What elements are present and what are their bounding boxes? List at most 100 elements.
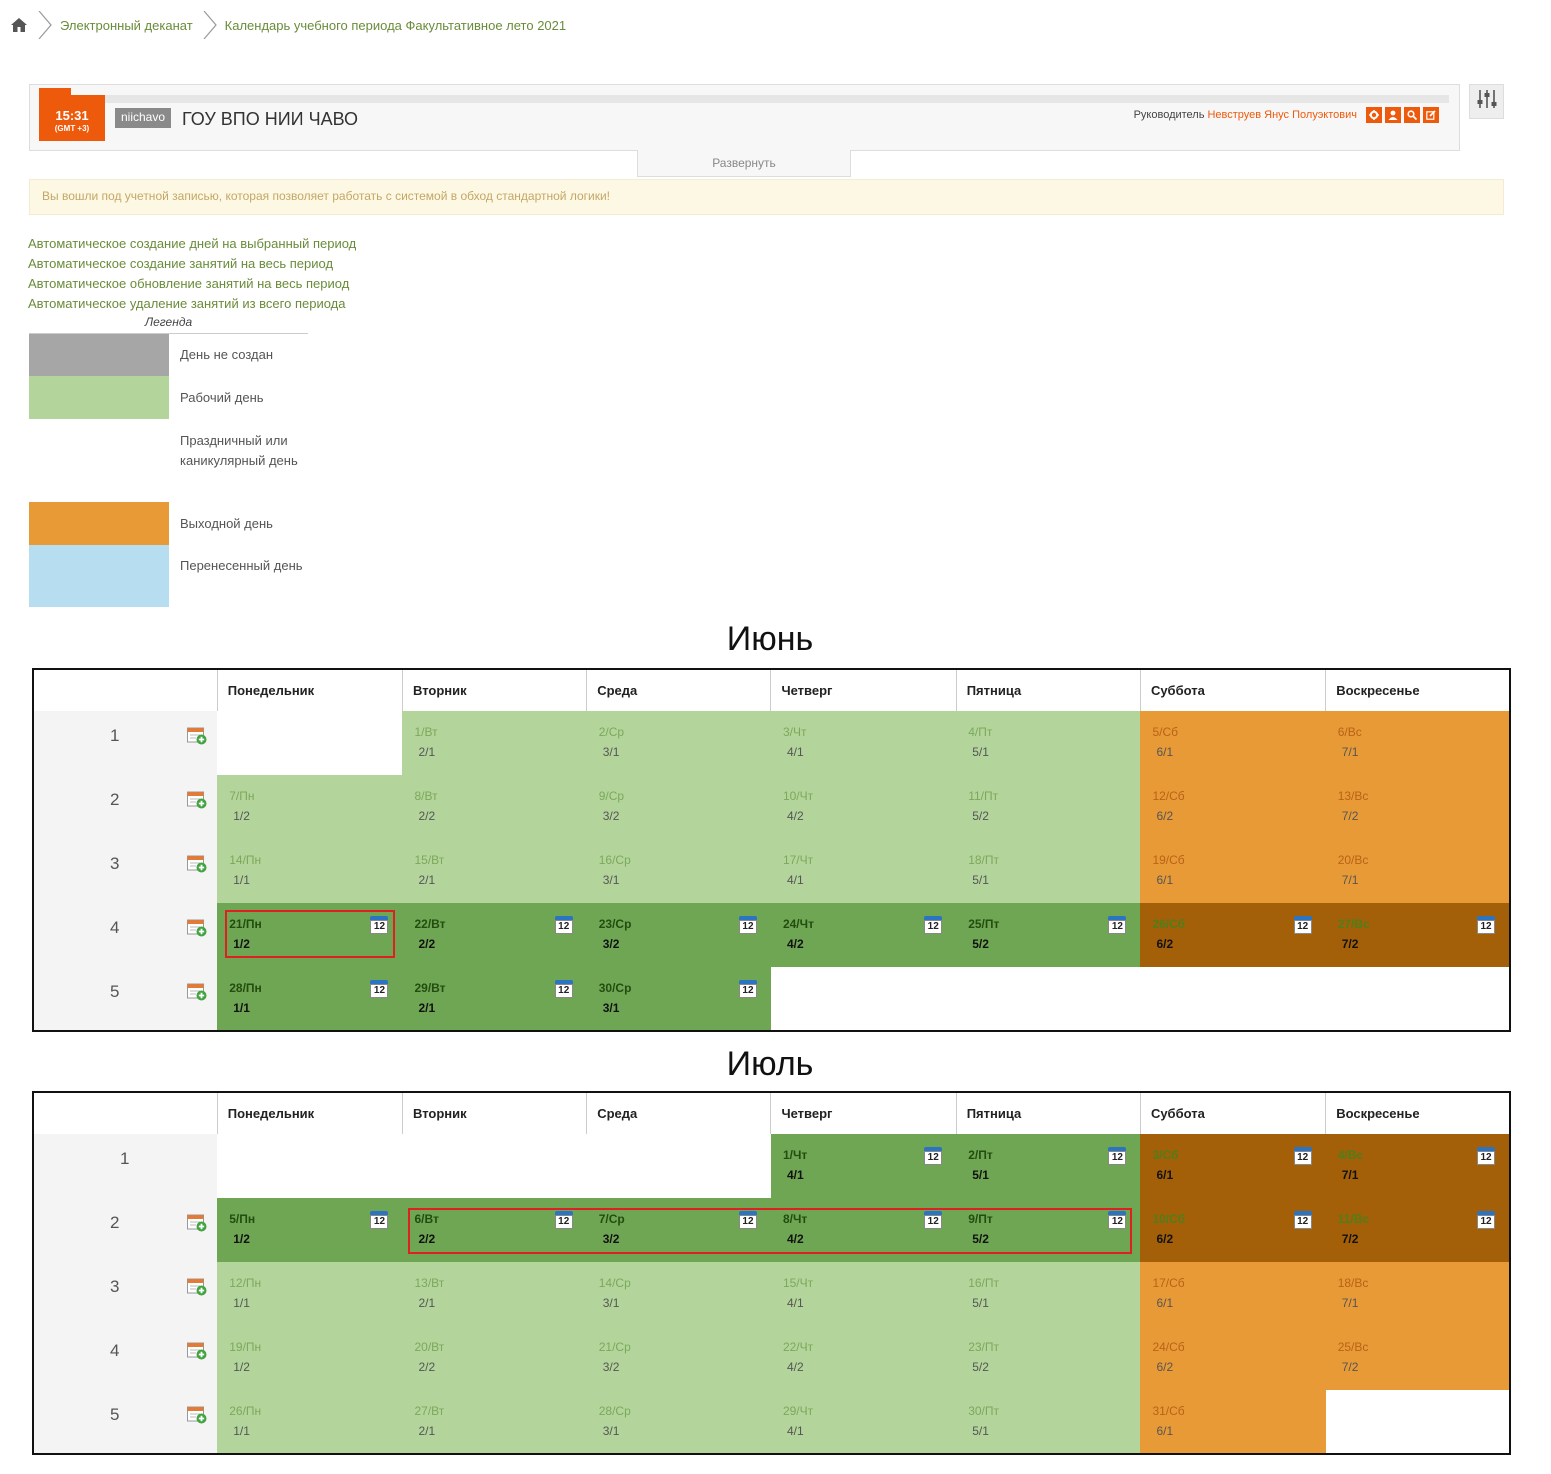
day-cell[interactable]: 11/Вс 7/2 12: [1325, 1198, 1510, 1262]
day-cell[interactable]: 9/Пт 5/2 12: [956, 1198, 1141, 1262]
day-cell[interactable]: 22/Чт 4/2: [770, 1326, 957, 1390]
day-cell[interactable]: 17/Чт 4/1: [770, 839, 957, 903]
calendar-add-icon[interactable]: [187, 1278, 207, 1296]
day-cell[interactable]: 23/Ср 3/2 12: [586, 903, 771, 967]
day-cell[interactable]: 20/Вт 2/2: [402, 1326, 587, 1390]
day-cell[interactable]: 24/Чт 4/2 12: [770, 903, 957, 967]
search-icon[interactable]: [1404, 107, 1420, 123]
home-icon[interactable]: [10, 16, 28, 34]
calendar-icon[interactable]: 12: [554, 916, 573, 934]
calendar-add-icon[interactable]: [187, 1214, 207, 1232]
day-cell[interactable]: 19/Пн 1/2: [217, 1326, 403, 1390]
calendar-add-icon[interactable]: [187, 855, 207, 873]
calendar-icon[interactable]: 12: [1108, 1147, 1127, 1165]
calendar-icon[interactable]: 12: [554, 1211, 573, 1229]
day-cell[interactable]: 15/Вт 2/1: [402, 839, 587, 903]
day-cell[interactable]: 18/Вс 7/1: [1325, 1262, 1510, 1326]
day-cell[interactable]: 26/Сб 6/2 12: [1140, 903, 1326, 967]
link-auto-create-lessons[interactable]: Автоматическое создание занятий на весь …: [28, 256, 334, 271]
breadcrumb-link-calendar[interactable]: Календарь учебного периода Факультативно…: [224, 17, 567, 33]
day-cell[interactable]: 20/Вс 7/1: [1325, 839, 1510, 903]
day-cell[interactable]: 11/Пт 5/2: [956, 775, 1141, 839]
day-cell[interactable]: 7/Пн 1/2: [217, 775, 403, 839]
day-cell[interactable]: 6/Вт 2/2 12: [402, 1198, 587, 1262]
day-cell[interactable]: 7/Ср 3/2 12: [586, 1198, 771, 1262]
day-cell[interactable]: 30/Ср 3/1 12: [586, 967, 771, 1031]
calendar-add-icon[interactable]: [187, 1406, 207, 1424]
day-cell[interactable]: 5/Сб 6/1: [1140, 711, 1326, 775]
calendar-icon[interactable]: 12: [1477, 916, 1495, 934]
day-cell[interactable]: 8/Вт 2/2: [402, 775, 587, 839]
calendar-add-icon[interactable]: [187, 919, 207, 937]
day-cell[interactable]: 14/Ср 3/1: [586, 1262, 771, 1326]
day-cell[interactable]: 21/Пн 1/2 12: [217, 903, 403, 967]
user-icon[interactable]: [1385, 107, 1401, 123]
day-cell[interactable]: 31/Сб 6/1: [1140, 1390, 1326, 1454]
day-cell[interactable]: 1/Вт 2/1: [402, 711, 587, 775]
calendar-icon[interactable]: 12: [370, 1211, 389, 1229]
calendar-icon[interactable]: 12: [924, 1147, 943, 1165]
day-cell[interactable]: 27/Вс 7/2 12: [1325, 903, 1510, 967]
calendar-icon[interactable]: 12: [924, 1211, 943, 1229]
head-name-link[interactable]: Невструев Янус Полуэктович: [1207, 109, 1357, 121]
gear-icon[interactable]: [1366, 107, 1382, 123]
day-cell[interactable]: 3/Сб 6/1 12: [1140, 1134, 1326, 1198]
calendar-icon[interactable]: 12: [1108, 1211, 1127, 1229]
day-cell[interactable]: 4/Вс 7/1 12: [1325, 1134, 1510, 1198]
day-cell[interactable]: 22/Вт 2/2 12: [402, 903, 587, 967]
expand-button[interactable]: Развернуть: [637, 150, 851, 177]
link-auto-update-lessons[interactable]: Автоматическое обновление занятий на вес…: [28, 276, 350, 291]
day-cell[interactable]: 28/Ср 3/1: [586, 1390, 771, 1454]
link-auto-delete-lessons[interactable]: Автоматическое удаление занятий из всего…: [28, 296, 346, 311]
day-cell[interactable]: 8/Чт 4/2 12: [770, 1198, 957, 1262]
calendar-add-icon[interactable]: [187, 791, 207, 809]
calendar-icon[interactable]: 12: [370, 916, 389, 934]
edit-icon[interactable]: [1423, 107, 1439, 123]
day-cell[interactable]: 1/Чт 4/1 12: [770, 1134, 957, 1198]
calendar-icon[interactable]: 12: [1477, 1147, 1495, 1165]
day-cell[interactable]: 9/Ср 3/2: [586, 775, 771, 839]
day-cell[interactable]: 16/Ср 3/1: [586, 839, 771, 903]
day-cell[interactable]: 29/Вт 2/1 12: [402, 967, 587, 1031]
day-cell[interactable]: 2/Пт 5/1 12: [956, 1134, 1141, 1198]
day-cell[interactable]: 12/Сб 6/2: [1140, 775, 1326, 839]
day-cell[interactable]: 15/Чт 4/1: [770, 1262, 957, 1326]
settings-button[interactable]: [1469, 84, 1504, 119]
day-cell[interactable]: 30/Пт 5/1: [956, 1390, 1141, 1454]
day-cell[interactable]: 25/Вс 7/2: [1325, 1326, 1510, 1390]
day-cell[interactable]: 10/Сб 6/2 12: [1140, 1198, 1326, 1262]
calendar-icon[interactable]: 12: [738, 980, 757, 998]
calendar-icon[interactable]: 12: [1477, 1211, 1495, 1229]
breadcrumb-link-dean[interactable]: Электронный деканат: [60, 17, 193, 33]
calendar-icon[interactable]: 12: [370, 980, 389, 998]
day-cell[interactable]: 2/Ср 3/1: [586, 711, 771, 775]
day-cell[interactable]: 21/Ср 3/2: [586, 1326, 771, 1390]
day-cell[interactable]: 23/Пт 5/2: [956, 1326, 1141, 1390]
day-cell[interactable]: 3/Чт 4/1: [770, 711, 957, 775]
calendar-add-icon[interactable]: [187, 983, 207, 1001]
day-cell[interactable]: 13/Вс 7/2: [1325, 775, 1510, 839]
day-cell[interactable]: 27/Вт 2/1: [402, 1390, 587, 1454]
calendar-icon[interactable]: 12: [1293, 1211, 1312, 1229]
calendar-icon[interactable]: 12: [924, 916, 943, 934]
day-cell[interactable]: 12/Пн 1/1: [217, 1262, 403, 1326]
day-cell[interactable]: 26/Пн 1/1: [217, 1390, 403, 1454]
calendar-icon[interactable]: 12: [1293, 916, 1312, 934]
day-cell[interactable]: 19/Сб 6/1: [1140, 839, 1326, 903]
day-cell[interactable]: 16/Пт 5/1: [956, 1262, 1141, 1326]
day-cell[interactable]: 13/Вт 2/1: [402, 1262, 587, 1326]
calendar-add-icon[interactable]: [187, 1342, 207, 1360]
day-cell[interactable]: 28/Пн 1/1 12: [217, 967, 403, 1031]
calendar-icon[interactable]: 12: [738, 916, 757, 934]
day-cell[interactable]: 18/Пт 5/1: [956, 839, 1141, 903]
day-cell[interactable]: 5/Пн 1/2 12: [217, 1198, 403, 1262]
calendar-icon[interactable]: 12: [738, 1211, 757, 1229]
calendar-icon[interactable]: 12: [554, 980, 573, 998]
link-auto-create-days[interactable]: Автоматическое создание дней на выбранны…: [28, 236, 357, 251]
day-cell[interactable]: 6/Вс 7/1: [1325, 711, 1510, 775]
day-cell[interactable]: 25/Пт 5/2 12: [956, 903, 1141, 967]
day-cell[interactable]: 10/Чт 4/2: [770, 775, 957, 839]
day-cell[interactable]: 29/Чт 4/1: [770, 1390, 957, 1454]
calendar-icon[interactable]: 12: [1108, 916, 1127, 934]
day-cell[interactable]: 24/Сб 6/2: [1140, 1326, 1326, 1390]
